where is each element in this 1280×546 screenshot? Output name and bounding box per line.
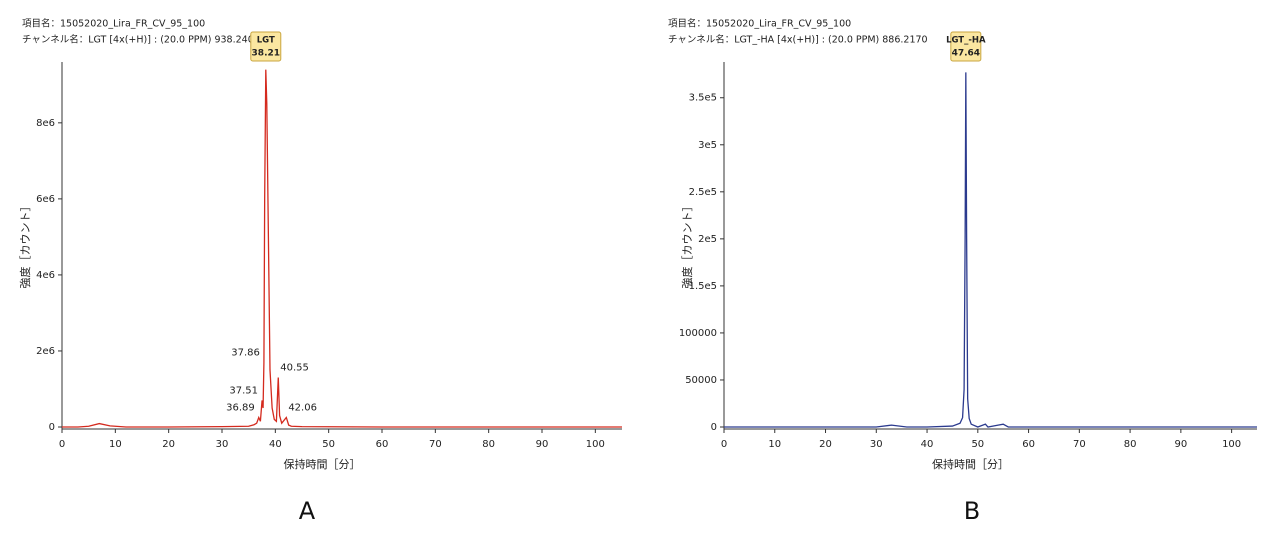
x-axis-label: 保持時間［分］	[932, 457, 1009, 471]
x-tick-label: 0	[59, 439, 65, 450]
x-tick-label: 50	[322, 439, 335, 450]
x-tick-label: 90	[1174, 439, 1187, 450]
y-tick-label: 8e6	[36, 118, 55, 129]
y-tick-label: 3e5	[698, 140, 717, 151]
y-tick-label: 0	[711, 422, 717, 433]
y-tick-label: 2e6	[36, 346, 55, 357]
peak-annotation: 40.55	[280, 363, 309, 374]
peak-annotation: 36.89	[226, 402, 255, 413]
y-axis-label: 強度［カウント］	[680, 201, 694, 289]
x-tick-label: 100	[1222, 439, 1241, 450]
series-line	[724, 72, 1257, 428]
peak-annotation: 37.86	[231, 347, 260, 358]
x-tick-label: 20	[162, 439, 175, 450]
x-tick-label: 40	[921, 439, 934, 450]
y-tick-label: 2e5	[698, 234, 717, 245]
x-tick-label: 100	[586, 439, 605, 450]
peak-annotation: 37.51	[229, 385, 258, 396]
peak-time: 47.64	[952, 49, 980, 59]
peak-name: LGT_-HA	[946, 36, 986, 46]
x-tick-label: 70	[429, 439, 442, 450]
y-tick-label: 4e6	[36, 270, 55, 281]
peak-time: 38.21	[252, 49, 280, 59]
x-tick-label: 0	[721, 439, 727, 450]
chart-title: 項目名：15052020_Lira_FR_CV_95_100	[668, 18, 851, 30]
x-tick-label: 20	[819, 439, 832, 450]
x-tick-label: 30	[216, 439, 229, 450]
peak-name: LGT	[257, 36, 275, 46]
peak-annotation: 42.06	[288, 402, 317, 413]
x-axis-label: 保持時間［分］	[284, 457, 361, 471]
panel-label: A	[299, 497, 316, 525]
y-tick-label: 6e6	[36, 194, 55, 205]
panel-label: B	[964, 497, 980, 525]
peak-label-box	[950, 31, 982, 62]
chart-subtitle: チャンネル名：LGT_-HA [4x(+H)] : (20.0 PPM) 886…	[668, 34, 928, 46]
x-tick-label: 70	[1073, 439, 1086, 450]
y-axis-label: 強度［カウント］	[18, 201, 32, 289]
y-tick-label: 3.5e5	[689, 93, 717, 104]
x-tick-label: 90	[536, 439, 549, 450]
x-tick-label: 40	[269, 439, 282, 450]
y-tick-label: 100000	[679, 328, 717, 339]
series-line	[62, 69, 622, 428]
chart-title: 項目名：15052020_Lira_FR_CV_95_100	[22, 18, 205, 30]
x-tick-label: 80	[482, 439, 495, 450]
x-tick-label: 30	[870, 439, 883, 450]
x-tick-label: 80	[1124, 439, 1137, 450]
x-tick-label: 10	[109, 439, 122, 450]
x-tick-label: 10	[768, 439, 781, 450]
x-tick-label: 50	[971, 439, 984, 450]
y-tick-label: 50000	[685, 375, 717, 386]
x-tick-label: 60	[1022, 439, 1035, 450]
y-tick-label: 0	[49, 422, 55, 433]
peak-label-box	[250, 31, 282, 62]
y-tick-label: 2.5e5	[689, 187, 717, 198]
y-tick-label: 1.5e5	[689, 281, 717, 292]
x-tick-label: 60	[376, 439, 389, 450]
chart-subtitle: チャンネル名：LGT [4x(+H)] : (20.0 PPM) 938.240…	[22, 34, 260, 46]
